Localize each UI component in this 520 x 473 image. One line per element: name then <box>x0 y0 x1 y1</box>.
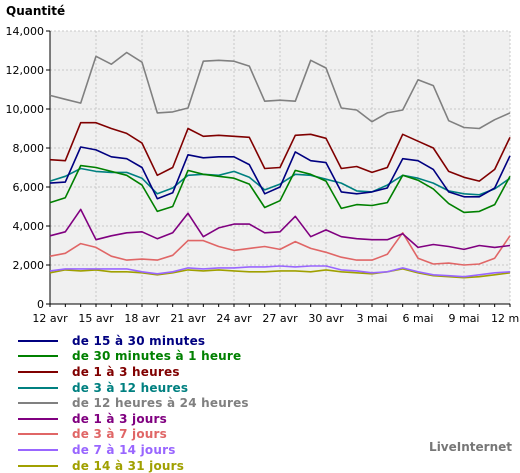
series-line-6 <box>49 232 511 266</box>
x-tick-label: 12 avr <box>32 312 68 325</box>
legend-item: de 14 à 31 jours <box>18 458 249 473</box>
legend-swatch <box>18 433 58 436</box>
y-axis-title: Quantité <box>6 4 66 18</box>
series-line-4 <box>49 51 511 130</box>
legend-item: de 7 à 14 jours <box>18 442 249 458</box>
line-chart: 0 2,000 4,000 6,000 8,000 10,000 12,000 14,000 1… <box>6 25 520 325</box>
x-tick-label: 24 avr <box>216 312 252 325</box>
legend-swatch <box>18 355 58 358</box>
y-tick-label: 14,000 <box>6 25 45 38</box>
x-tick-label: 12 mai <box>491 312 520 325</box>
x-tick-label: 27 avr <box>262 312 298 325</box>
y-tick-label: 12,000 <box>6 64 45 77</box>
series-line-1 <box>49 164 511 214</box>
series-line-3 <box>49 167 511 196</box>
y-tick-label: 0 <box>37 298 44 311</box>
x-tick-label: 15 avr <box>78 312 114 325</box>
y-tick-label: 8,000 <box>13 142 45 155</box>
legend-swatch <box>18 386 58 389</box>
series-line-8 <box>49 268 511 279</box>
legend-swatch <box>18 370 58 373</box>
series-line-2 <box>49 121 511 182</box>
x-tick-label: 21 avr <box>170 312 206 325</box>
x-tick-label: 6 mai <box>402 312 433 325</box>
y-tick-label: 4,000 <box>13 220 45 233</box>
legend-label: de 7 à 14 jours <box>72 442 176 457</box>
legend-swatch <box>18 417 58 420</box>
legend-item: de 1 à 3 heures <box>18 364 249 380</box>
x-tick-label: 30 avr <box>308 312 344 325</box>
legend-label: de 3 à 12 heures <box>72 380 189 395</box>
credit-label: LiveInternet <box>429 440 512 454</box>
legend-item: de 30 minutes à 1 heure <box>18 349 249 365</box>
x-tick-label: 9 mai <box>448 312 479 325</box>
legend-item: de 1 à 3 jours <box>18 411 249 427</box>
legend-swatch <box>18 339 58 342</box>
legend-item: de 3 à 12 heures <box>18 380 249 396</box>
series-line-5 <box>49 208 511 251</box>
y-tick-label: 10,000 <box>6 103 45 116</box>
y-tick-label: 6,000 <box>13 181 45 194</box>
legend-item: de 12 heures à 24 heures <box>18 395 249 411</box>
series-line-7 <box>49 265 511 278</box>
legend-label: de 1 à 3 heures <box>72 364 180 379</box>
legend-swatch <box>18 464 58 467</box>
legend-label: de 14 à 31 jours <box>72 458 185 473</box>
legend-label: de 12 heures à 24 heures <box>72 396 249 411</box>
chart-legend: de 15 à 30 minutes de 30 minutes à 1 heur… <box>18 333 249 473</box>
x-tick-label: 18 avr <box>124 312 160 325</box>
legend-label: de 30 minutes à 1 heure <box>72 349 242 364</box>
series-line-0 <box>49 146 511 200</box>
y-tick-label: 2,000 <box>13 259 45 272</box>
legend-swatch <box>18 448 58 451</box>
legend-label: de 3 à 7 jours <box>72 427 167 442</box>
legend-item: de 3 à 7 jours <box>18 427 249 443</box>
legend-label: de 1 à 3 jours <box>72 411 167 426</box>
x-tick-label: 3 mai <box>356 312 387 325</box>
legend-item: de 15 à 30 minutes <box>18 333 249 349</box>
legend-swatch <box>18 402 58 405</box>
legend-label: de 15 à 30 minutes <box>72 333 206 348</box>
